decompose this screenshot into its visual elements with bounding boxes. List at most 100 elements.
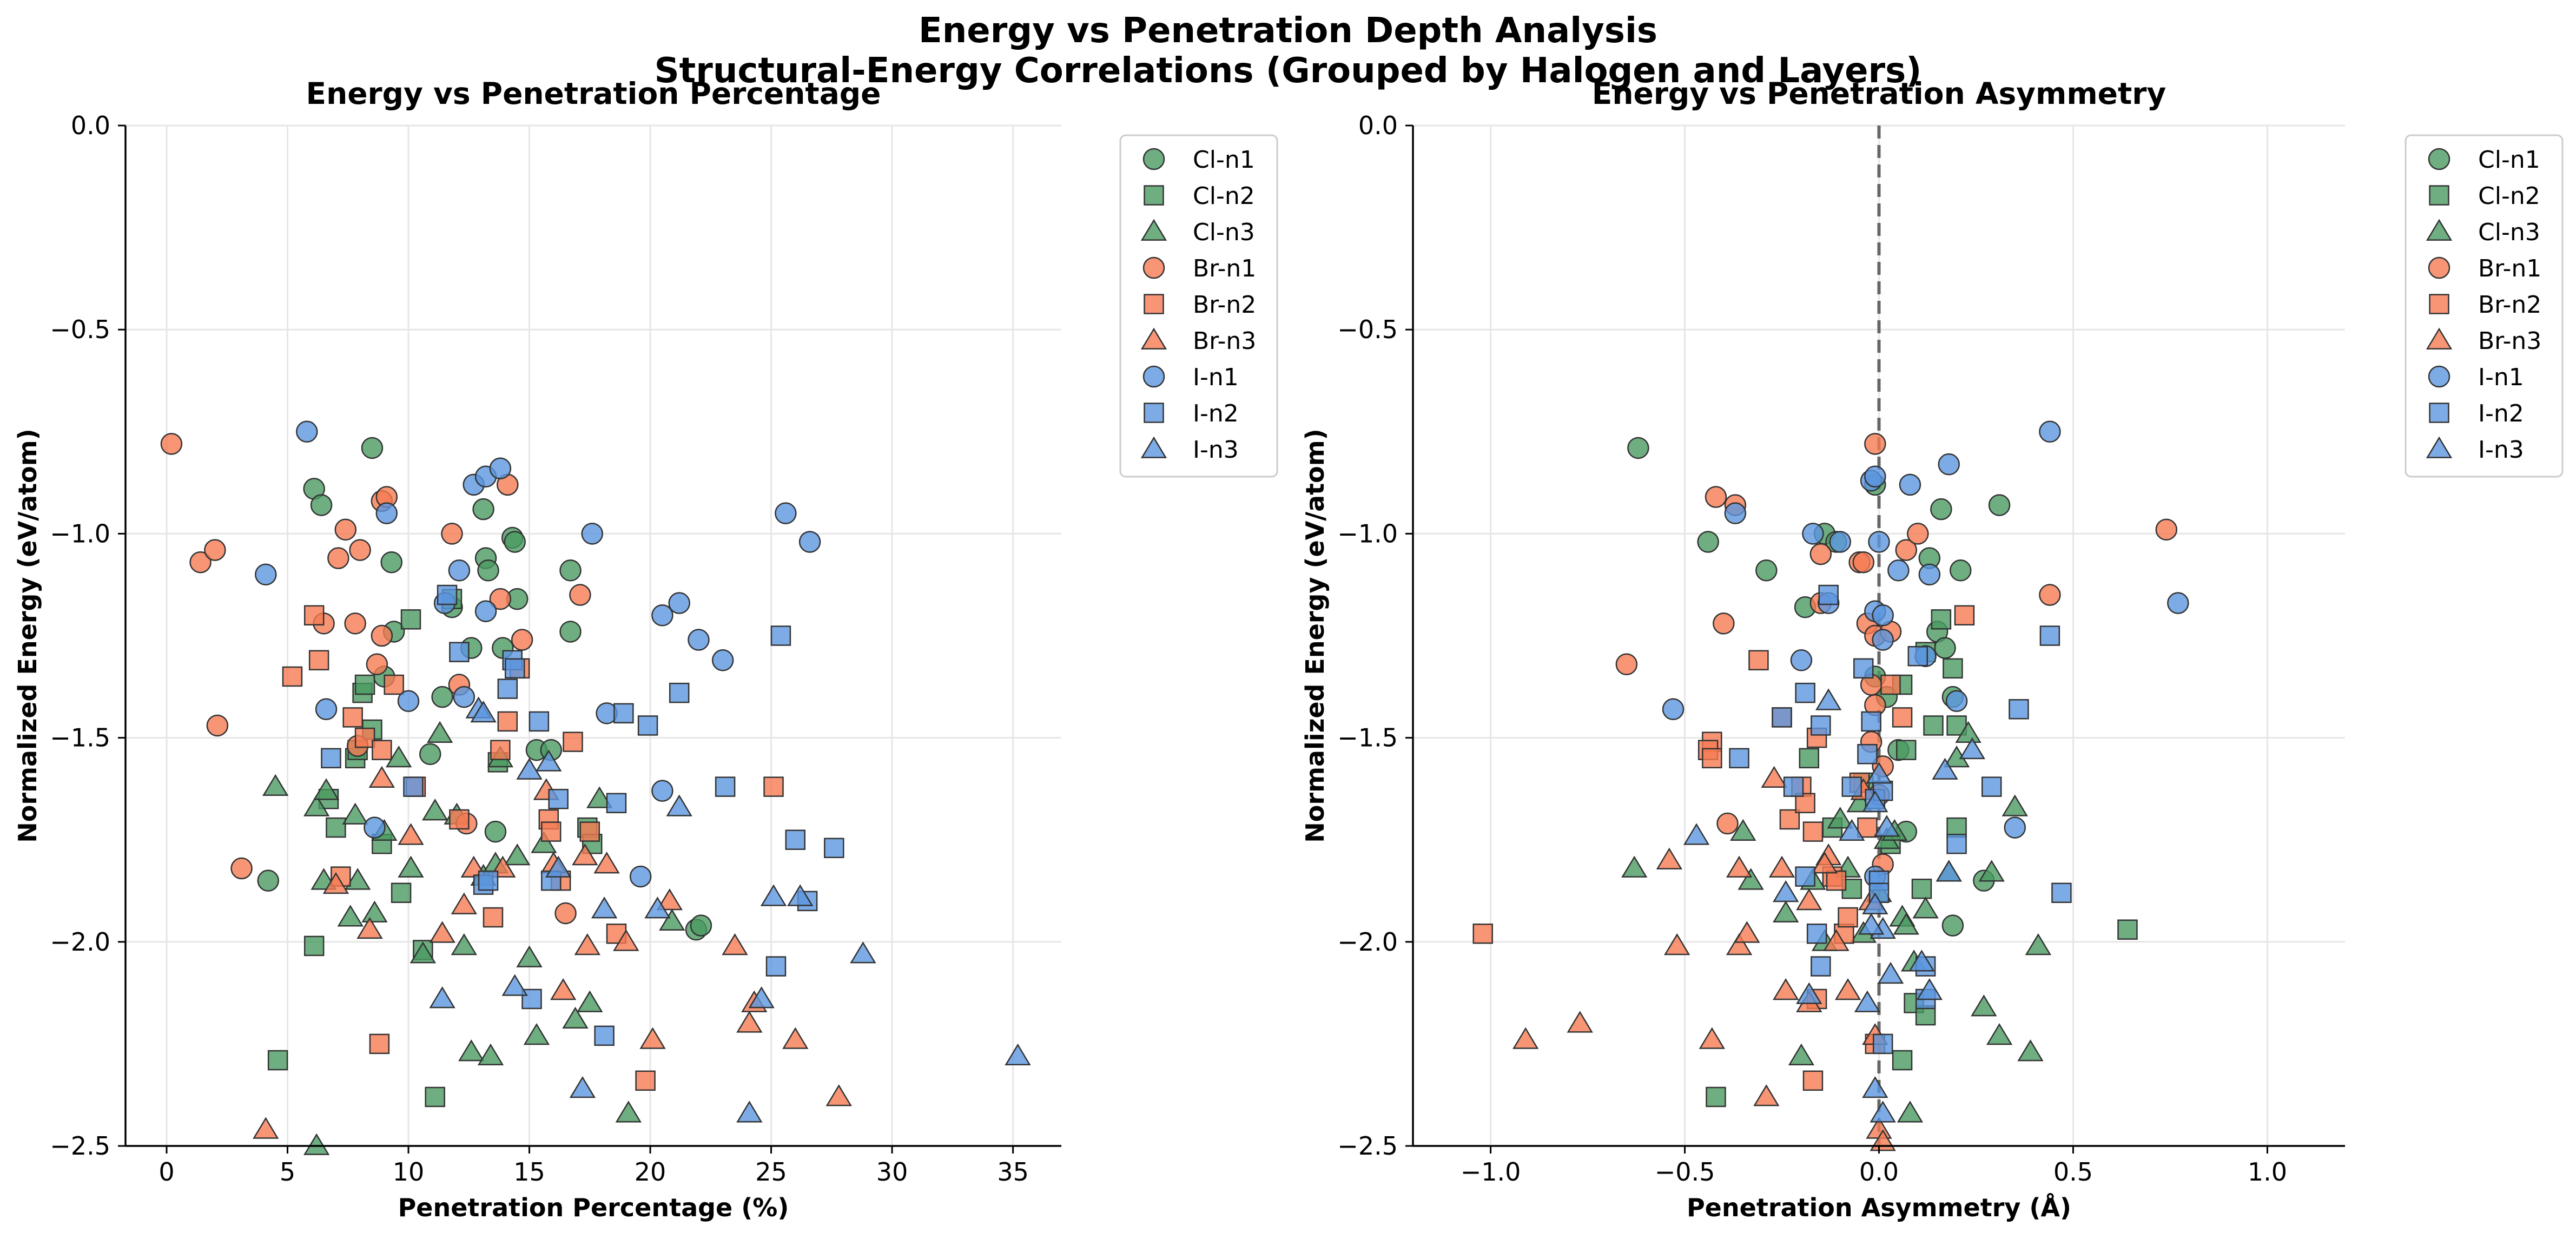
x-tick-label: 0 [158,1157,174,1187]
data-point-Cl-n3 [1788,1043,1815,1065]
data-point-I-n2 [606,793,627,814]
data-point-Cl-n3 [523,1023,550,1045]
data-point-Cl-n3 [409,941,436,964]
data-point-I-n2 [785,829,805,850]
data-point-I-n2 [1772,707,1792,728]
series-I-n3 [429,696,1031,1123]
data-point-I-n2 [1811,715,1831,736]
data-point-Cl-n1 [690,914,712,937]
data-point-I-n1 [1662,698,1685,721]
data-point-Cl-n2 [1923,715,1944,736]
legend-marker-I-n2 [2429,403,2449,423]
data-point-I-n2 [1841,776,1862,797]
x-tick-label: 1.0 [2248,1157,2287,1187]
y-tick-label: 0.0 [1358,111,1398,140]
legend: Cl-n1 Cl-n2 Cl-n3 Br-n1 Br-n2 Br-n3 I-n1 I-n2 I-… [1119,134,1278,478]
series-I-n2 [1729,584,2072,1055]
data-point-Cl-n3 [2002,794,2028,816]
x-tick-label: 5 [280,1157,295,1187]
data-point-Cl-n2 [1911,878,1932,899]
data-point-Br-n3 [1834,978,1861,1000]
data-point-I-n3 [1877,961,1904,984]
data-point-Br-n1 [160,433,183,455]
data-point-Cl-n3 [262,774,289,796]
data-point-Cl-n3 [337,905,364,927]
data-point-I-n3 [591,897,618,919]
data-point-I-n1 [1864,465,1886,488]
data-point-Cl-n3 [1893,913,1919,935]
data-point-Br-n1 [1864,433,1886,455]
data-point-I-n1 [375,502,398,524]
data-point-I-n3 [748,986,775,1009]
legend-marker-I-n1 [2428,365,2450,388]
data-point-Cl-n3 [426,721,453,743]
legend-marker-Cl-n3 [2426,219,2453,241]
data-point-I-n2 [1981,776,2002,797]
legend-marker-Cl-n2 [1144,185,1164,206]
data-point-Br-n1 [1713,612,1735,635]
data-point-Br-n3 [639,1027,666,1049]
x-tick-label: 0.5 [2053,1157,2093,1187]
data-point-Cl-n3 [458,1039,485,1062]
legend-label: Cl-n1 [2478,146,2540,174]
data-point-I-n1 [2039,420,2061,443]
data-point-Br-n2 [1802,1070,1824,1091]
data-point-Br-n1 [230,857,253,880]
data-point-I-n1 [364,816,386,839]
data-point-Br-n1 [1705,486,1727,508]
data-point-Cl-n3 [344,868,371,890]
data-point-Br-n1 [511,629,533,651]
data-point-Br-n3 [550,978,577,1000]
data-point-I-n1 [629,865,652,888]
data-point-I-n1 [1829,531,1851,553]
data-point-I-n1 [688,629,710,651]
data-point-Cl-n3 [1971,994,1997,1017]
data-point-Cl-n3 [2017,1039,2044,1062]
data-point-Cl-n1 [361,437,384,459]
data-point-Cl-n3 [586,786,613,808]
y-tick-label: −1.5 [50,723,110,753]
data-point-I-n2 [1872,1033,1893,1055]
data-point-Br-n1 [1852,551,1875,574]
data-point-I-n1 [1790,649,1813,671]
data-point-I-n2 [548,789,569,809]
data-point-I-n3 [536,749,562,772]
data-point-I-n1 [1945,690,1968,712]
x-tick-label: −0.5 [1655,1157,1715,1187]
data-point-Cl-n2 [1892,1050,1913,1071]
data-point-I-n3 [644,897,671,919]
data-point-I-n2 [765,956,787,977]
legend-label: Br-n2 [2478,291,2541,319]
data-point-Cl-n1 [1988,494,2011,516]
data-point-Cl-n1 [1950,559,1972,582]
data-point-Br-n3 [1753,1084,1780,1106]
data-point-I-n2 [2051,882,2072,904]
data-point-Cl-n1 [310,494,333,516]
legend-marker-I-n3 [1140,436,1167,458]
data-point-Cl-n1 [1934,637,1956,659]
data-point-Br-n1 [569,584,591,606]
series-Br-n1 [1615,433,2178,875]
data-point-Br-n3 [1726,855,1753,878]
data-point-I-n1 [296,420,318,443]
data-point-Br-n2 [303,605,325,626]
data-point-Br-n3 [1699,1027,1725,1049]
data-point-I-n2 [824,838,844,859]
legend-marker-Br-n3 [2426,327,2453,350]
data-point-I-n1 [798,531,821,553]
data-point-Br-n2 [449,809,470,830]
data-point-I-n2 [1795,682,1815,703]
legend-marker-I-n2 [1144,403,1164,423]
data-point-Cl-n1 [504,531,526,553]
data-point-I-n3 [1870,1100,1896,1123]
data-point-Br-n1 [204,539,226,561]
data-point-I-n3 [1916,978,1943,1000]
legend-label: Br-n2 [1193,291,1256,319]
data-point-Br-n3 [574,933,600,955]
data-point-Br-n3 [1726,933,1753,955]
data-point-I-n1 [1724,502,1747,524]
data-point-Cl-n1 [559,559,582,582]
y-tick-label: −1.0 [1337,519,1398,548]
data-point-I-n2 [1783,776,1804,797]
